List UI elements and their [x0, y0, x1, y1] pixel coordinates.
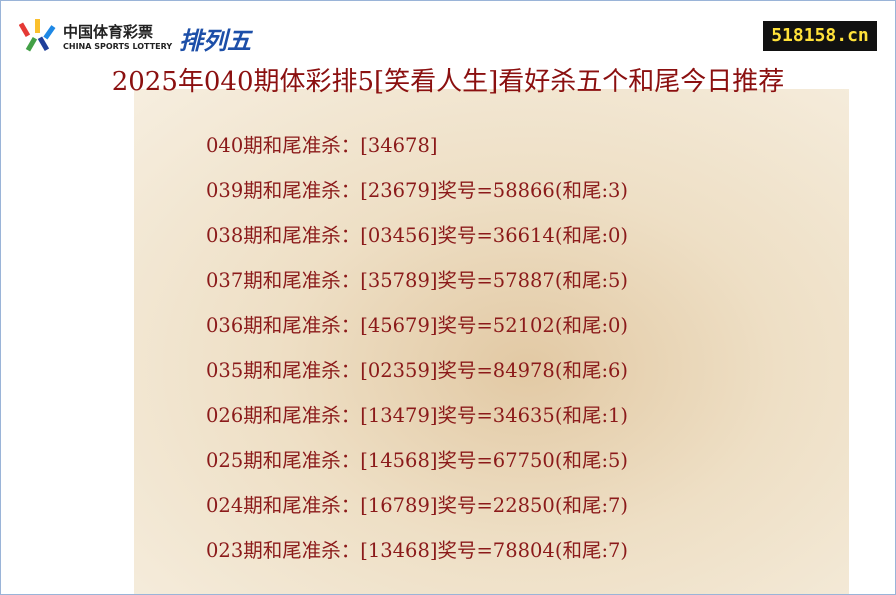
row: 035期和尾准杀：[02359]奖号=84978(和尾:6) — [206, 359, 629, 382]
row: 037期和尾准杀：[35789]奖号=57887(和尾:5) — [206, 269, 629, 292]
logo-text: 中国体育彩票 — [63, 23, 154, 41]
background-art — [134, 89, 849, 594]
row: 039期和尾准杀：[23679]奖号=58866(和尾:3) — [206, 179, 629, 202]
row: 025期和尾准杀：[14568]奖号=67750(和尾:5) — [206, 449, 629, 472]
row: 036期和尾准杀：[45679]奖号=52102(和尾:0) — [206, 314, 629, 337]
row: 038期和尾准杀：[03456]奖号=36614(和尾:0) — [206, 224, 629, 247]
row: 026期和尾准杀：[13479]奖号=34635(和尾:1) — [206, 404, 629, 427]
title: 2025年040期体彩排5[笑看人生]看好杀五个和尾今日推荐 — [111, 67, 785, 97]
logo-icon — [19, 19, 56, 52]
site-badge: 518158.cn — [763, 21, 877, 51]
row: 024期和尾准杀：[16789]奖号=22850(和尾:7) — [206, 494, 629, 517]
row: 023期和尾准杀：[13468]奖号=78804(和尾:7) — [206, 539, 629, 562]
game-name: 排列五 — [179, 27, 251, 55]
logo-subtext: CHINA SPORTS LOTTERY — [63, 42, 173, 51]
row: 040期和尾准杀：[34678] — [206, 134, 438, 157]
